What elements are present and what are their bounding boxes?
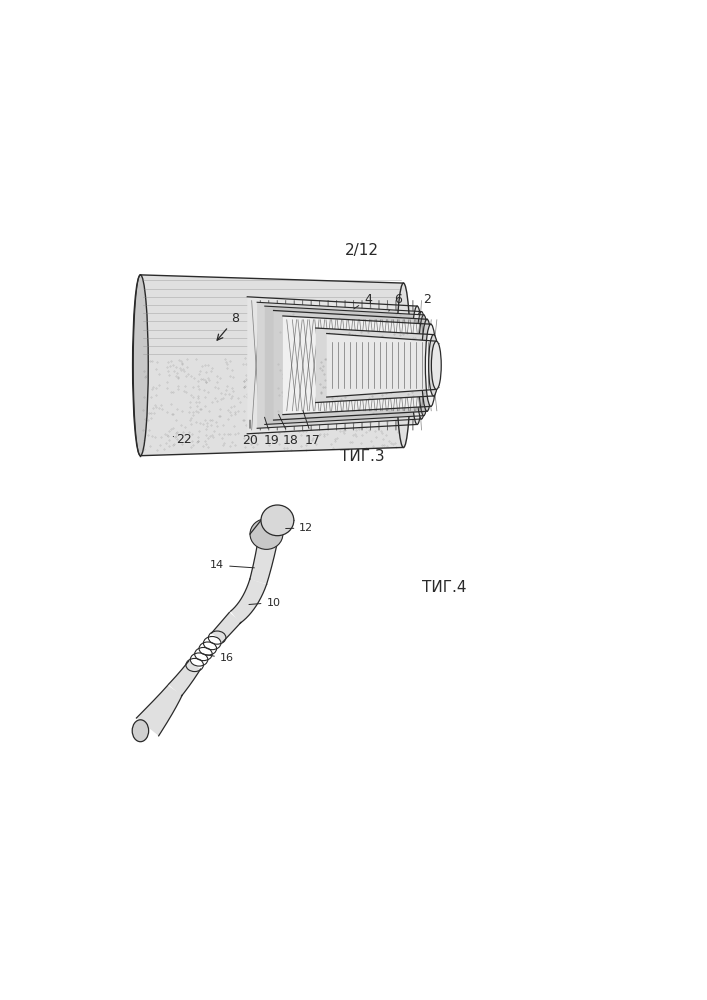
Text: 6: 6 — [389, 293, 402, 311]
Ellipse shape — [426, 324, 436, 406]
Ellipse shape — [428, 335, 438, 396]
Ellipse shape — [132, 720, 148, 742]
Ellipse shape — [250, 519, 283, 549]
Polygon shape — [230, 579, 267, 623]
Ellipse shape — [411, 306, 423, 424]
Ellipse shape — [431, 341, 441, 389]
Polygon shape — [316, 328, 433, 403]
Ellipse shape — [419, 315, 429, 416]
Text: 10: 10 — [249, 598, 281, 608]
Polygon shape — [327, 333, 436, 397]
Ellipse shape — [421, 319, 433, 411]
Text: 2: 2 — [419, 293, 431, 314]
Text: 2/12: 2/12 — [345, 243, 380, 258]
Text: 18: 18 — [279, 414, 299, 447]
Text: 17: 17 — [303, 411, 321, 447]
Text: 20: 20 — [242, 420, 258, 447]
Text: 8: 8 — [217, 312, 239, 340]
Text: ΤИГ.3: ΤИГ.3 — [340, 449, 385, 464]
Polygon shape — [247, 297, 417, 434]
Polygon shape — [274, 310, 427, 420]
Ellipse shape — [261, 505, 294, 536]
Ellipse shape — [397, 283, 411, 447]
Text: 4: 4 — [354, 293, 372, 309]
Polygon shape — [168, 661, 201, 696]
Text: 14: 14 — [210, 560, 255, 570]
Ellipse shape — [133, 275, 148, 456]
Polygon shape — [257, 302, 421, 428]
Text: 22: 22 — [173, 433, 192, 446]
Polygon shape — [265, 306, 423, 424]
Polygon shape — [136, 685, 182, 736]
Text: 19: 19 — [264, 417, 280, 447]
Polygon shape — [250, 532, 279, 584]
Text: ΤИГ.4: ΤИГ.4 — [422, 580, 467, 595]
Polygon shape — [141, 275, 404, 456]
Polygon shape — [211, 612, 241, 642]
Text: 16: 16 — [205, 653, 234, 663]
Ellipse shape — [416, 312, 427, 419]
Text: 12: 12 — [286, 523, 313, 533]
Polygon shape — [283, 316, 431, 415]
